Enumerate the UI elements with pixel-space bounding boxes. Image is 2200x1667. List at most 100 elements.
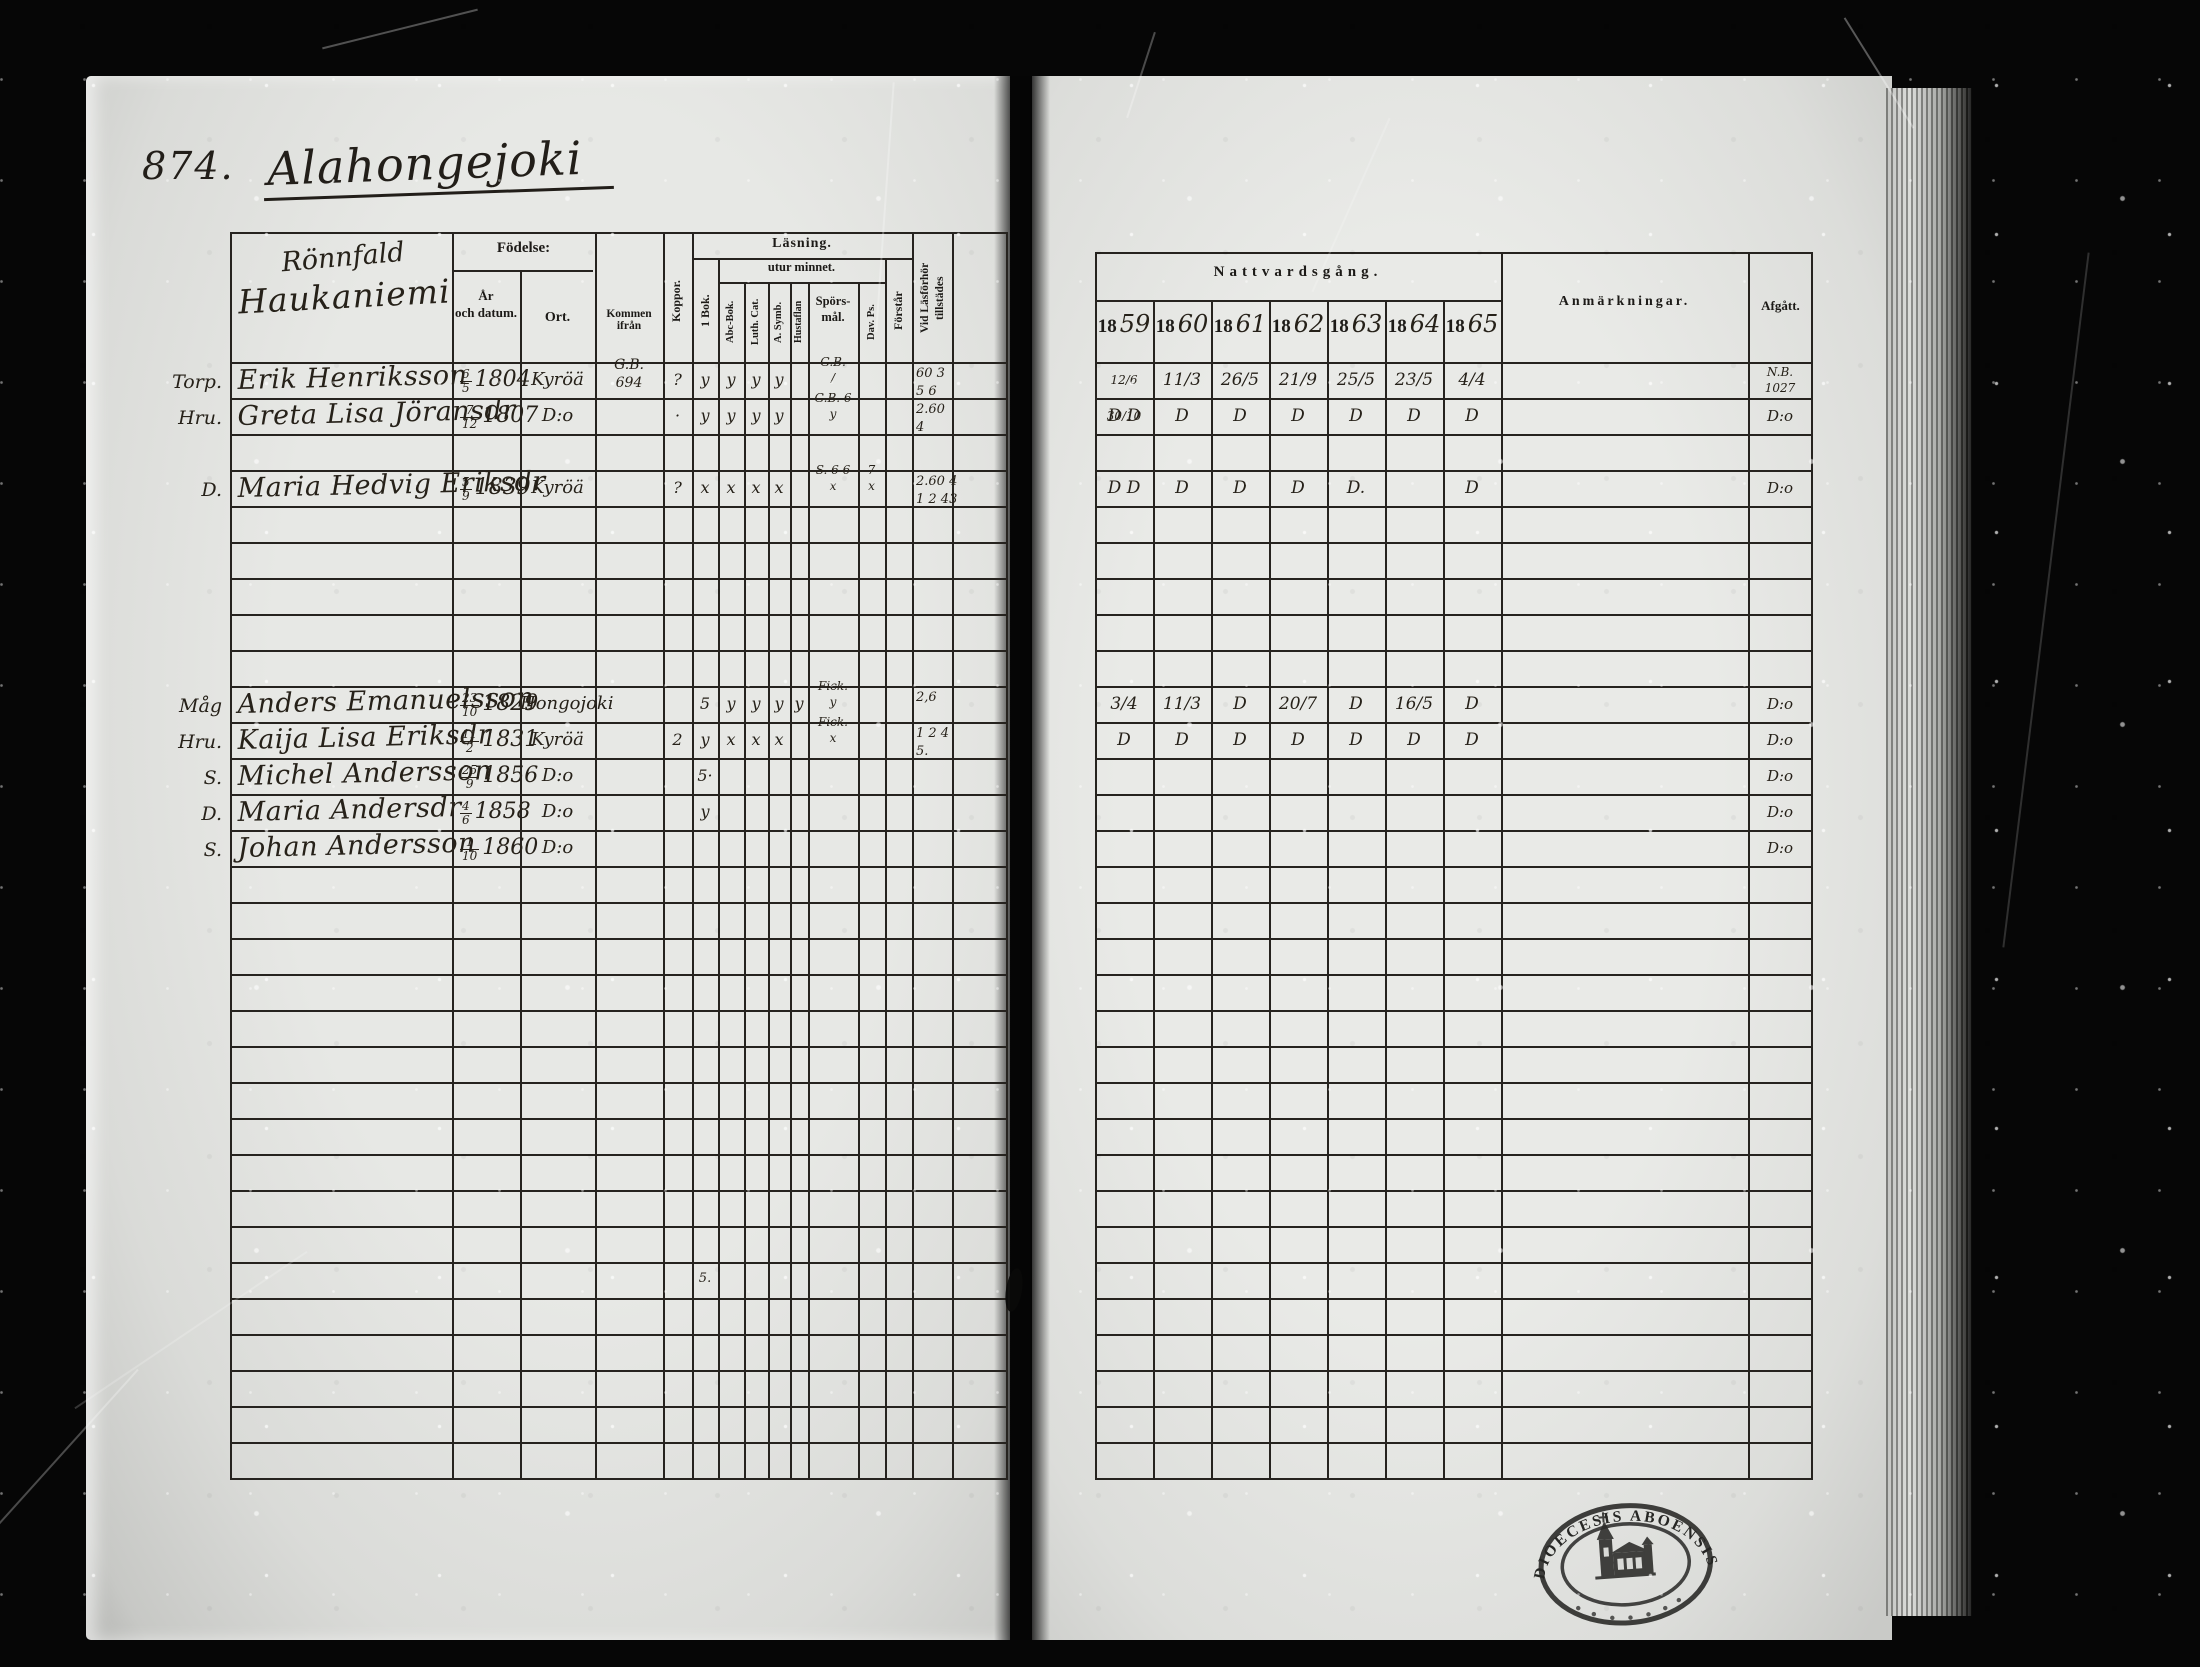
table-rule — [230, 650, 1008, 652]
table-rule — [1095, 650, 1813, 652]
communion-entry: 11/3 — [1162, 694, 1202, 714]
table-rule — [230, 1154, 1008, 1156]
header-1-bok: 1 Bok. — [698, 294, 712, 328]
table-rule — [230, 1118, 1008, 1120]
table-rule — [1095, 794, 1813, 796]
table-rule — [230, 974, 1008, 976]
header-dav-ps: Dav. Ps. — [866, 304, 877, 340]
header-anmarkningar: Anmärkningar. — [1558, 294, 1691, 309]
exam-attendance: 2,6 — [916, 690, 937, 705]
birth-place: D:o — [541, 837, 574, 858]
table-rule — [1095, 1190, 1813, 1192]
table-rule — [1095, 1370, 1813, 1372]
table-rule — [1385, 300, 1387, 1478]
header-year: 18 65 — [1443, 310, 1501, 360]
communion-entry: D — [1465, 730, 1479, 750]
table-rule — [1095, 1154, 1813, 1156]
communion-entry: D — [1233, 478, 1247, 498]
communion-entry: 21/9 — [1278, 370, 1318, 390]
stray-mark: 5. — [698, 1271, 712, 1286]
header-nattvardsgang: Nattvardsgång. — [1213, 264, 1383, 280]
reading-mark-symb: x — [774, 478, 784, 497]
reading-mark-luth: x — [751, 478, 761, 497]
exam-attendance: 2.60 4 1 2 43 — [916, 474, 958, 507]
header-ort: Ort. — [544, 310, 571, 325]
header-luth-cat: Luth. Cat. — [750, 298, 761, 346]
year-prefix: 18 — [1213, 316, 1233, 337]
communion-entry: 23/5 — [1394, 370, 1434, 390]
header-kommen-ifran: Kommen ifrån — [606, 308, 652, 332]
birth-day-month: 25 9 — [460, 763, 480, 790]
communion-entry: D — [1349, 694, 1363, 714]
table-rule — [1095, 1262, 1813, 1264]
reading-mark-dav: 7 x — [867, 463, 876, 494]
table-rule — [230, 1334, 1008, 1336]
header-abc-bok: Abc-Bok. — [725, 300, 736, 344]
communion-entry: D. — [1346, 478, 1366, 498]
diocese-stamp: DIOECESIS ABOENSIS — [1527, 1501, 1722, 1626]
birth-frac-part: 10 — [460, 849, 480, 863]
communion-entry: D — [1291, 730, 1305, 750]
birth-date: 1 10 1860 — [452, 830, 538, 866]
table-rule — [1095, 830, 1813, 832]
table-rule — [230, 506, 1008, 508]
book-edge — [1886, 88, 1972, 1616]
communion-entry: D — [1291, 406, 1305, 426]
communion-table: 18 59 18 60 18 61 18 62 18 63 18 64 18 65 12/6 30/10 11… — [1095, 252, 1813, 1480]
year-prefix: 18 — [1445, 316, 1465, 337]
table-rule — [230, 578, 1008, 580]
communion-entry: 12/6 30/10 — [1106, 373, 1142, 423]
table-rule — [1095, 300, 1501, 302]
year-prefix: 18 — [1329, 316, 1349, 337]
communion-entry: D D — [1107, 406, 1141, 426]
birth-frac-part: 6 — [462, 367, 470, 382]
reading-mark-abc: y — [726, 406, 736, 425]
birth-frac-part: 11 — [462, 727, 478, 742]
reading-mark-spors: S. 6 6 x — [815, 463, 851, 494]
table-rule — [1095, 1082, 1813, 1084]
year-digits: 63 — [1351, 310, 1383, 338]
table-rule — [230, 1190, 1008, 1192]
birth-day-month: 23 10 — [460, 692, 480, 718]
header-lasning: Läsning. — [772, 236, 832, 251]
table-rule — [230, 434, 1008, 436]
table-rule — [230, 1082, 1008, 1084]
smallpox-mark: ? — [673, 370, 682, 389]
reading-mark-bok1: y — [700, 802, 710, 821]
birth-day-month: 7 12 — [460, 404, 480, 431]
page-title: 874. Alahongejoki — [142, 129, 614, 202]
table-rule — [912, 232, 914, 1478]
header-year: 18 60 — [1153, 310, 1211, 360]
communion-entry: D — [1175, 730, 1189, 750]
table-rule — [1095, 974, 1813, 976]
table-rule — [1095, 1442, 1813, 1444]
communion-entry: 16/5 — [1394, 694, 1434, 714]
communion-entry: 11/3 — [1162, 370, 1202, 390]
header-sporsmal: Spörs- mål. — [815, 294, 851, 324]
table-rule — [1095, 578, 1813, 580]
role-label: D. — [201, 803, 222, 825]
birth-frac-part: 25 — [462, 763, 478, 778]
birth-frac-part: 12 — [460, 417, 480, 431]
afgatt-entry: D:o — [1766, 767, 1794, 785]
birth-date: 5 9 1839 — [452, 470, 531, 506]
header-afgatt: Afgått. — [1761, 298, 1800, 313]
communion-entry: 26/5 — [1220, 370, 1260, 390]
role-label: Hru. — [178, 407, 222, 429]
afgatt-entry: D:o — [1766, 803, 1794, 821]
communion-entry: 20/7 — [1278, 694, 1318, 714]
table-rule — [1095, 614, 1813, 616]
role-label: Måg — [179, 695, 222, 717]
reading-mark-bok1: x — [700, 478, 710, 497]
communion-entry: D — [1233, 406, 1247, 426]
table-rule — [230, 866, 1008, 868]
reading-mark-spors: G.B. 6 y — [814, 391, 852, 422]
birth-date: 7 12 1807 — [452, 398, 538, 434]
afgatt-entry: D:o — [1766, 731, 1794, 749]
table-rule — [1095, 902, 1813, 904]
year-digits: 59 — [1119, 310, 1151, 338]
table-rule — [230, 614, 1008, 616]
